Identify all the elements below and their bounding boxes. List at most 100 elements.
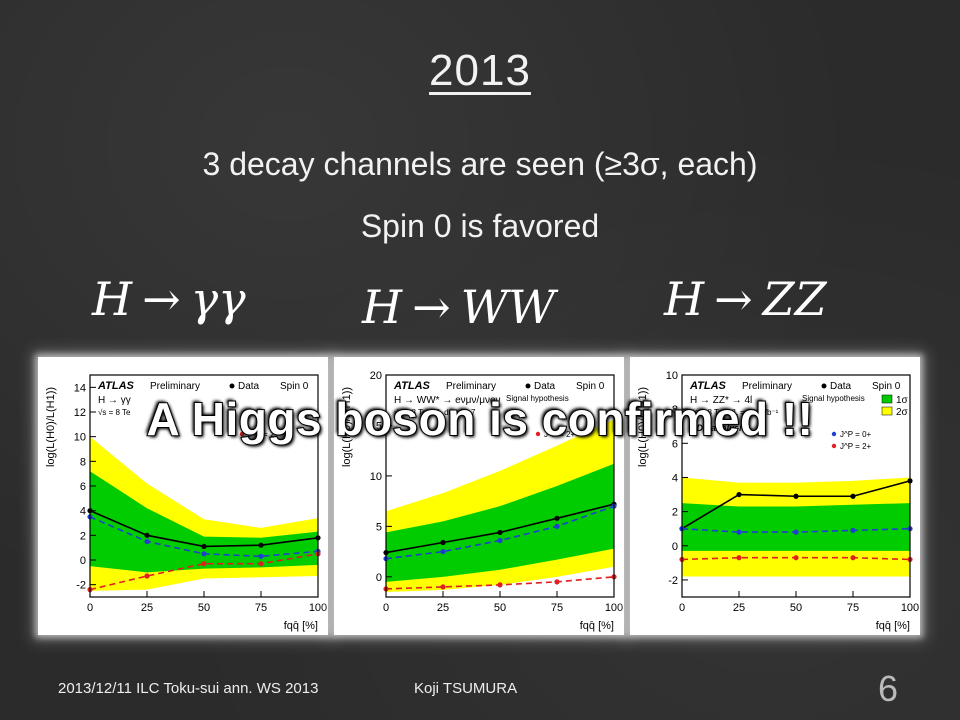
process-label: H → γγ xyxy=(98,395,131,406)
y-tick-label: 4 xyxy=(672,472,678,484)
experiment-label: ATLAS xyxy=(97,380,135,392)
x-tick-label: 75 xyxy=(255,602,267,614)
y-tick-label: 14 xyxy=(74,382,86,394)
y-tick-label: -2 xyxy=(668,575,678,587)
legend-spin: Spin 0 xyxy=(576,381,605,392)
chart-ww: 0 5 10 15 20 0 25 50 75 100 fqq̄ [%] log(L(H0)/L(H1… xyxy=(341,370,623,632)
y-tick-label: 5 xyxy=(376,521,382,533)
y-tick-label: 6 xyxy=(80,481,86,493)
series-spin2-line xyxy=(89,553,319,591)
legend-spin: Spin 0 xyxy=(280,381,309,392)
plot-panel-gamma-gamma: -2 0 2 4 6 8 10 12 14 0 25 50 75 100 fqq̄ [%] log(L(H0)… xyxy=(38,357,328,635)
x-axis-label: fqq̄ [%] xyxy=(284,620,318,632)
series-data-point xyxy=(736,491,742,498)
legend-data: Data xyxy=(830,381,852,392)
legend-1sigma: 1σ xyxy=(896,395,909,406)
series-data-point xyxy=(144,532,150,538)
legend-data-marker xyxy=(525,383,531,389)
legend-2sigma: 2σ xyxy=(896,407,909,418)
series-data-point xyxy=(554,515,560,521)
x-axis-label: fqq̄ [%] xyxy=(580,620,614,632)
series-spin0-point xyxy=(497,537,503,544)
status-label: Preliminary xyxy=(742,381,792,392)
process-label: H → WW* → eνμν/μνeν xyxy=(394,395,501,406)
legend-spin2: J^P = 2+ xyxy=(248,430,280,439)
series-spin2-point xyxy=(850,555,856,561)
series-data-point xyxy=(440,539,446,546)
series-data-point xyxy=(258,542,264,548)
band-1sigma xyxy=(682,503,910,551)
legend-spin2: J^P = 2+ xyxy=(840,442,872,451)
spin-statement: Spin 0 is favored xyxy=(360,208,600,244)
x-tick-label: 25 xyxy=(141,602,153,614)
legend-spin0-marker xyxy=(831,431,837,437)
y-tick-label: 10 xyxy=(74,432,86,444)
legend-spin0: J^P = 0+ xyxy=(840,430,872,439)
legend-data: Data xyxy=(534,381,556,392)
x-tick-label: 0 xyxy=(679,602,685,614)
series-spin0-point xyxy=(793,529,799,535)
x-tick-label: 25 xyxy=(733,602,745,614)
series-spin2-point xyxy=(440,584,446,590)
y-tick-label: 15 xyxy=(370,420,382,432)
x-tick-label: 0 xyxy=(87,602,93,614)
series-spin2-point xyxy=(497,582,503,588)
energy-label: √s = 8 TeV, ∫L = 20.7 fb⁻¹ xyxy=(690,408,779,417)
legend-data: Data xyxy=(238,381,260,392)
series-data-point xyxy=(201,543,207,550)
y-axis-label: log(L(H0)/L(H1)) xyxy=(45,387,57,467)
y-tick-label: 4 xyxy=(80,506,86,518)
channel-label-ww: H → WW xyxy=(362,280,556,334)
y-tick-label: 10 xyxy=(370,471,382,483)
decay-channels-statement: 3 decay channels are seen (≥3σ, each) xyxy=(202,146,758,182)
x-tick-label: 75 xyxy=(551,602,563,614)
experiment-label: ATLAS xyxy=(689,380,727,392)
series-spin0-point xyxy=(258,553,264,559)
series-spin2-point xyxy=(258,561,264,567)
x-tick-label: 50 xyxy=(790,602,802,614)
y-tick-label: 0 xyxy=(672,541,678,553)
y-axis-label: log(L(H0)/L(H1)) xyxy=(637,387,649,467)
legend-spin2-marker xyxy=(239,431,245,437)
status-label: Preliminary xyxy=(150,381,200,392)
series-data-point xyxy=(793,493,799,499)
series-spin0-point xyxy=(736,529,742,535)
x-tick-label: 100 xyxy=(901,602,919,614)
x-tick-label: 100 xyxy=(309,602,327,614)
series-spin2-point xyxy=(554,579,560,585)
y-tick-label: 10 xyxy=(666,370,678,382)
energy-label: √s = 8 TeV, ∫L dt = 20.7 xyxy=(394,408,476,417)
x-tick-label: 100 xyxy=(605,602,623,614)
legend-spin2: J^P = 2+ xyxy=(544,430,576,439)
y-tick-label: 8 xyxy=(80,456,86,468)
x-tick-label: 75 xyxy=(847,602,859,614)
y-axis-label: log(L(H0)/L(H1)) xyxy=(341,387,353,467)
series-data-point xyxy=(850,493,856,499)
series-data-point xyxy=(497,529,503,536)
x-tick-label: 25 xyxy=(437,602,449,614)
legend-spin2-marker xyxy=(831,443,837,449)
x-tick-label: 50 xyxy=(494,602,506,614)
x-tick-label: 0 xyxy=(383,602,389,614)
footer-event: 2013/12/11 ILC Toku-sui ann. WS 2013 xyxy=(58,680,319,697)
status-label: Preliminary xyxy=(446,381,496,392)
y-tick-label: 2 xyxy=(672,507,678,519)
y-tick-label: 8 xyxy=(672,404,678,416)
y-tick-label: 0 xyxy=(376,572,382,584)
legend-data-marker xyxy=(821,383,827,389)
channel-label-gamma-gamma: H → γγ xyxy=(92,272,246,326)
channel-label-zz: H → ZZ xyxy=(664,272,827,326)
plot-panel-zz: -2 0 2 4 6 8 10 0 25 50 75 100 fqq̄ [%] log(L(H0)/L(H… xyxy=(630,357,920,635)
process-label: H → ZZ* → 4l xyxy=(690,395,752,406)
series-spin2-point xyxy=(793,555,799,561)
legend-data-marker xyxy=(229,383,235,389)
y-tick-label: 0 xyxy=(80,555,86,567)
series-spin0-point xyxy=(440,548,446,555)
series-spin2-point xyxy=(201,561,207,567)
confirmation-banner: A Higgs boson is confirmed !! xyxy=(145,392,814,446)
series-spin2-point xyxy=(144,573,150,579)
legend-2sigma-swatch xyxy=(881,406,893,416)
plot-panel-ww: 0 5 10 15 20 0 25 50 75 100 fqq̄ [%] log(L(H0)/L(H1… xyxy=(334,357,624,635)
slide-title: 2013 xyxy=(429,46,531,95)
